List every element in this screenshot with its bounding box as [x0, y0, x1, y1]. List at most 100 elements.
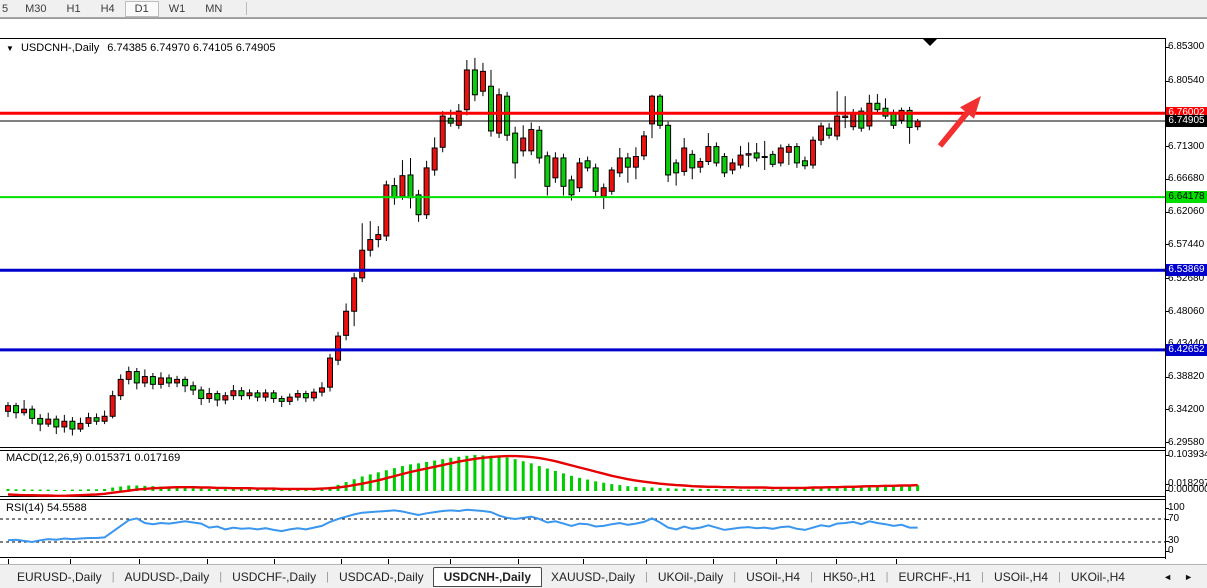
tab-separator: |	[326, 570, 329, 583]
price-axis-label: 6.57440	[1168, 238, 1205, 250]
candle-body	[616, 157, 623, 174]
tab-hk50-h1[interactable]: HK50-,H1	[822, 569, 876, 584]
timeframe-button-H4[interactable]: H4	[100, 2, 115, 15]
tab-scroll-right-icon[interactable]: ►	[1184, 571, 1193, 582]
candle-body	[769, 153, 776, 165]
candle-body	[793, 146, 800, 164]
main-price-chart[interactable]	[0, 38, 1165, 448]
candle-body	[721, 156, 728, 174]
candle-body	[818, 125, 825, 141]
chart-shift-marker-icon[interactable]	[923, 39, 937, 46]
tab-ukoil-h4[interactable]: UKOil-,H4	[1070, 569, 1125, 584]
time-axis-tick	[388, 559, 389, 564]
candle-body	[133, 371, 140, 384]
tab-xauusd-daily[interactable]: XAUUSD-,Daily	[551, 569, 636, 584]
price-badge-6.64178: 6.64178	[1166, 191, 1207, 204]
timeframe-button-M30[interactable]: M30	[25, 2, 47, 15]
candle-body	[914, 120, 921, 128]
price-axis-tick	[1165, 178, 1169, 180]
price-badge-6.53869: 6.53869	[1166, 264, 1207, 277]
time-axis-tick	[139, 559, 140, 564]
tab-audusd-daily[interactable]: AUDUSD-,Daily	[124, 569, 210, 584]
tab-scroll-controls: ◄ ►	[1163, 572, 1207, 582]
candle-body	[874, 102, 881, 111]
time-axis-tick	[207, 559, 208, 564]
window-edge	[0, 18, 1207, 19]
candle-body	[383, 184, 390, 237]
time-axis-tick	[583, 559, 584, 564]
candle-body	[713, 146, 720, 164]
rsi-axis-tick	[1165, 540, 1169, 542]
candle-body	[697, 160, 704, 168]
macd-panel[interactable]	[0, 450, 1165, 497]
timeframe-button-5[interactable]: 5	[2, 2, 9, 15]
tab-scroll-left-icon[interactable]: ◄	[1163, 571, 1173, 582]
timeframe-button-H1[interactable]: H1	[66, 2, 81, 15]
price-axis-tick	[1165, 46, 1169, 48]
rsi-axis-label: 30	[1168, 535, 1180, 546]
price-axis-label: 6.29580	[1168, 436, 1205, 448]
time-axis-tick	[776, 559, 777, 564]
price-badge-6.42652: 6.42652	[1166, 343, 1207, 356]
chart-window[interactable]: ▼ USDCNH-,Daily 6.74385 6.74970 6.74105 …	[0, 18, 1207, 576]
candle-body	[898, 109, 905, 121]
tab-ukoil-daily[interactable]: UKOil-,Daily	[657, 569, 724, 584]
candle-body	[657, 95, 664, 126]
rsi-panel[interactable]	[0, 499, 1165, 558]
candle-body	[149, 376, 156, 385]
tab-usdcad-daily[interactable]: USDCAD-,Daily	[338, 569, 424, 584]
price-axis-tick	[1165, 80, 1169, 82]
price-axis-tick	[1165, 211, 1169, 213]
tab-separator: |	[645, 570, 648, 583]
rsi-label: RSI(14) 54.5588	[6, 502, 87, 514]
candle-body	[584, 160, 591, 169]
timeframe-button-W1[interactable]: W1	[168, 2, 186, 15]
candle-body	[705, 146, 712, 162]
candle-body	[737, 154, 744, 166]
candle-body	[858, 110, 865, 129]
price-axis-label: 6.43440	[1168, 338, 1207, 350]
candle-body	[544, 155, 551, 187]
candle-body	[93, 417, 100, 422]
chart-symbol-label: USDCNH-,Daily	[20, 42, 100, 54]
candle-body	[198, 389, 205, 400]
candle-body	[343, 310, 350, 336]
tab-usoil-h4[interactable]: USOil-,H4	[994, 569, 1049, 584]
candle-body	[568, 179, 575, 196]
candle-body	[471, 69, 478, 96]
rsi-axis-tick	[1165, 507, 1169, 509]
candle-body	[125, 371, 132, 380]
timeframe-button-D1[interactable]: D1	[124, 0, 159, 17]
toolbar-divider	[246, 2, 248, 15]
tab-eurusd-daily[interactable]: EURUSD-,Daily	[17, 569, 102, 584]
tab-usoil-h4[interactable]: USOil-,H4	[746, 569, 801, 584]
candle-body	[665, 124, 672, 176]
candle-body	[673, 162, 680, 174]
candle-body	[600, 187, 607, 197]
timeframe-button-MN[interactable]: MN	[205, 2, 223, 15]
macd-axis-tick	[1165, 483, 1169, 485]
candle-body	[278, 398, 285, 402]
tab-separator: |	[885, 570, 889, 583]
candle-body	[29, 408, 36, 419]
candle-body	[206, 393, 213, 400]
price-axis-label: 6.66680	[1168, 173, 1205, 185]
tab-eurchf-h1[interactable]: EURCHF-,H1	[898, 569, 972, 584]
candle-body	[101, 415, 108, 422]
candle-body	[45, 418, 52, 425]
price-axis-tick	[1165, 146, 1169, 148]
tab-usdcnh-daily[interactable]: USDCNH-,Daily	[432, 566, 542, 587]
candle-body	[302, 393, 309, 399]
candle-body	[21, 408, 28, 414]
candle-body	[69, 420, 76, 430]
candle-body	[254, 392, 261, 398]
tab-usdchf-daily[interactable]: USDCHF-,Daily	[232, 569, 317, 584]
price-axis-label: 6.34200	[1168, 403, 1205, 415]
candle-body	[423, 167, 430, 216]
timeframe-toolbar: 5 M30 H1 H4 D1 W1 MN	[0, 0, 1207, 18]
chart-title: ▼ USDCNH-,Daily 6.74385 6.74970 6.74105 …	[6, 42, 276, 54]
price-axis-label: 6.80540	[1168, 75, 1205, 86]
collapse-triangle-icon[interactable]: ▼	[6, 44, 14, 53]
candle-body	[729, 162, 736, 171]
trend-arrow-object[interactable]	[937, 96, 981, 148]
